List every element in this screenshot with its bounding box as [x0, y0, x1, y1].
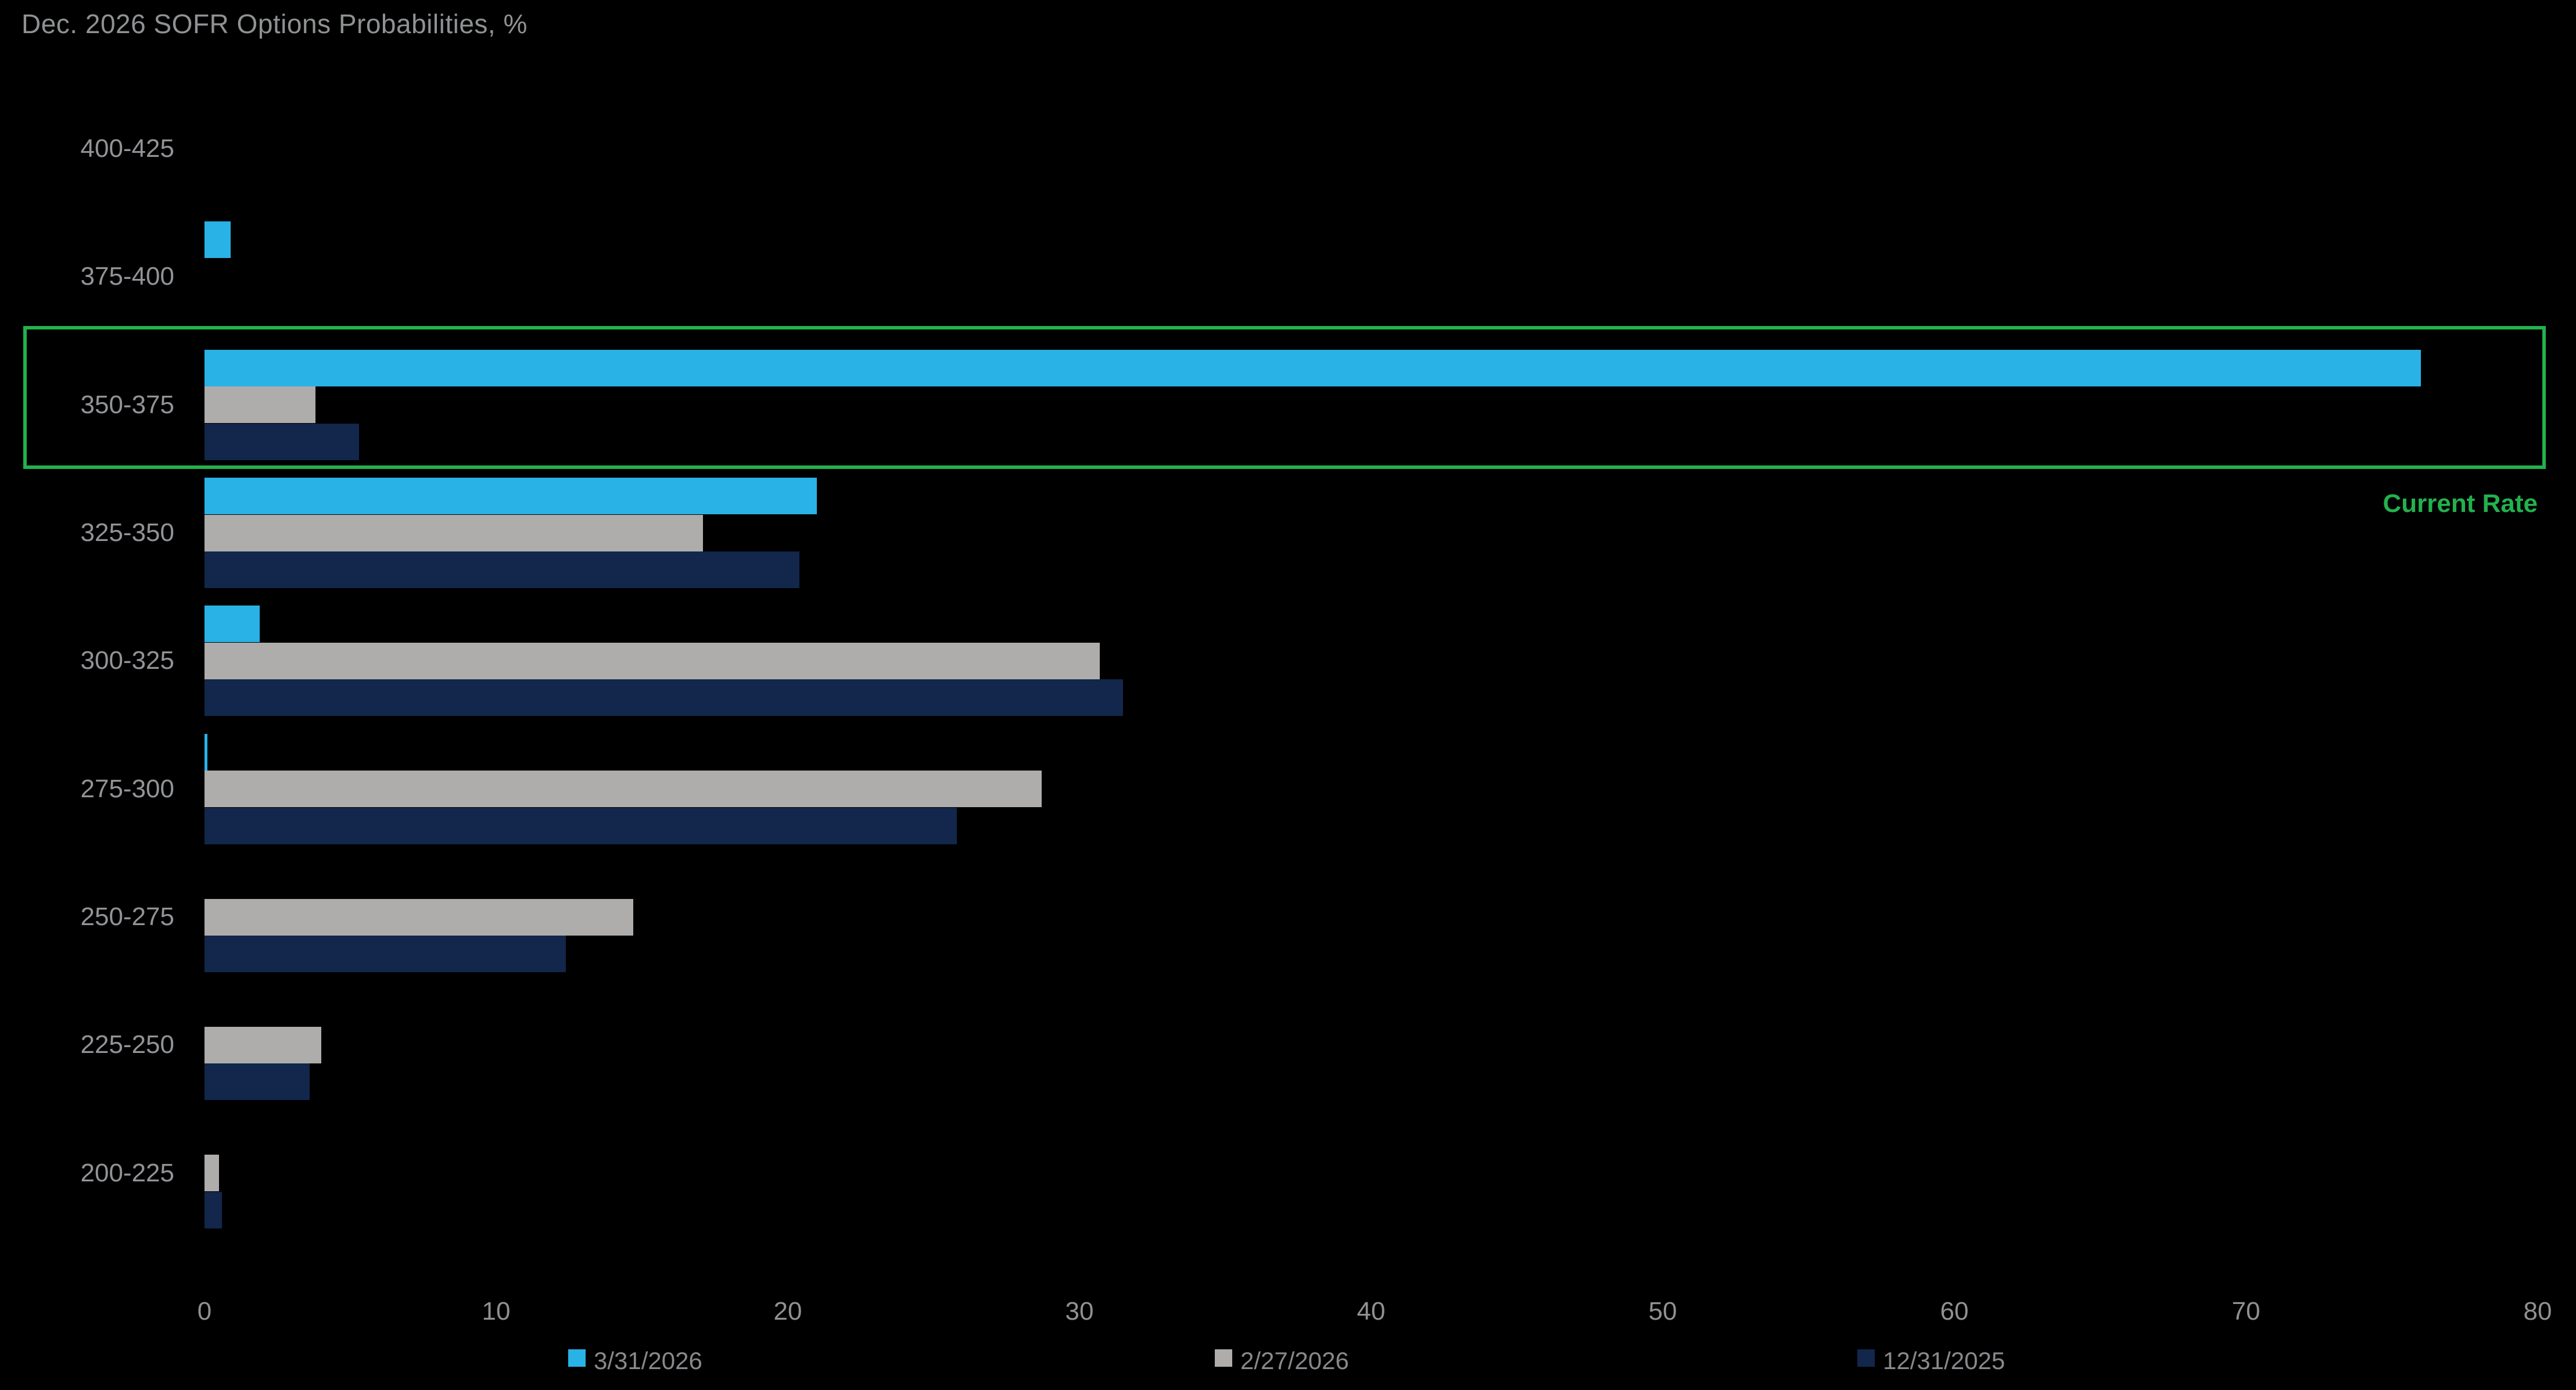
x-tick-label-70: 70 [2231, 1297, 2261, 1325]
bar-3-31-2026-375-400 [204, 221, 231, 259]
legend-swatch-12-31-2025 [1857, 1349, 1875, 1367]
category-label-200-225: 200-225 [80, 1158, 174, 1187]
bar-2-27-2026-325-350 [204, 514, 703, 551]
bar-12-31-2025-200-225 [204, 1191, 222, 1228]
legend-swatch-3-31-2026 [568, 1349, 586, 1367]
x-tick-label-50: 50 [1648, 1297, 1677, 1325]
bar-2-27-2026-225-250 [204, 1026, 321, 1063]
x-tick-label-80: 80 [2523, 1297, 2552, 1325]
x-tick-label-60: 60 [1940, 1297, 1969, 1325]
legend-swatch-2-27-2026 [1215, 1349, 1232, 1367]
chart-title: Dec. 2026 SOFR Options Probabilities, % [21, 9, 528, 39]
category-label-400-425: 400-425 [80, 134, 174, 163]
bar-2-27-2026-300-325 [204, 642, 1100, 679]
category-label-275-300: 275-300 [80, 774, 174, 803]
bar-3-31-2026-300-325 [204, 606, 260, 643]
bar-12-31-2025-300-325 [204, 679, 1123, 717]
legend-label-12-31-2025: 12/31/2025 [1883, 1347, 2005, 1374]
x-tick-label-40: 40 [1357, 1297, 1386, 1325]
bar-12-31-2025-325-350 [204, 551, 799, 589]
x-tick-label-10: 10 [482, 1297, 511, 1325]
legend-label-2-27-2026: 2/27/2026 [1240, 1347, 1349, 1374]
bar-12-31-2025-225-250 [204, 1063, 310, 1101]
x-tick-label-30: 30 [1065, 1297, 1094, 1325]
bar-3-31-2026-275-300 [204, 733, 207, 771]
x-tick-label-20: 20 [773, 1297, 802, 1325]
current-rate-highlight-box [23, 326, 2546, 469]
bar-3-31-2026-350-375 [204, 349, 2421, 386]
legend-label-3-31-2026: 3/31/2026 [594, 1347, 702, 1374]
bar-12-31-2025-275-300 [204, 807, 957, 844]
category-label-225-250: 225-250 [80, 1030, 174, 1059]
bar-2-27-2026-350-375 [204, 386, 315, 424]
category-label-250-275: 250-275 [80, 902, 174, 932]
category-label-300-325: 300-325 [80, 646, 174, 675]
bar-12-31-2025-250-275 [204, 936, 566, 973]
bar-12-31-2025-350-375 [204, 423, 359, 460]
bar-3-31-2026-325-350 [204, 478, 817, 515]
bar-2-27-2026-275-300 [204, 771, 1042, 808]
current-rate-label: Current Rate [2383, 489, 2538, 518]
category-label-350-375: 350-375 [80, 390, 174, 419]
bar-2-27-2026-250-275 [204, 898, 633, 936]
bar-2-27-2026-200-225 [204, 1155, 219, 1192]
x-tick-label-0: 0 [197, 1297, 212, 1325]
category-label-375-400: 375-400 [80, 262, 174, 291]
category-label-325-350: 325-350 [80, 518, 174, 547]
